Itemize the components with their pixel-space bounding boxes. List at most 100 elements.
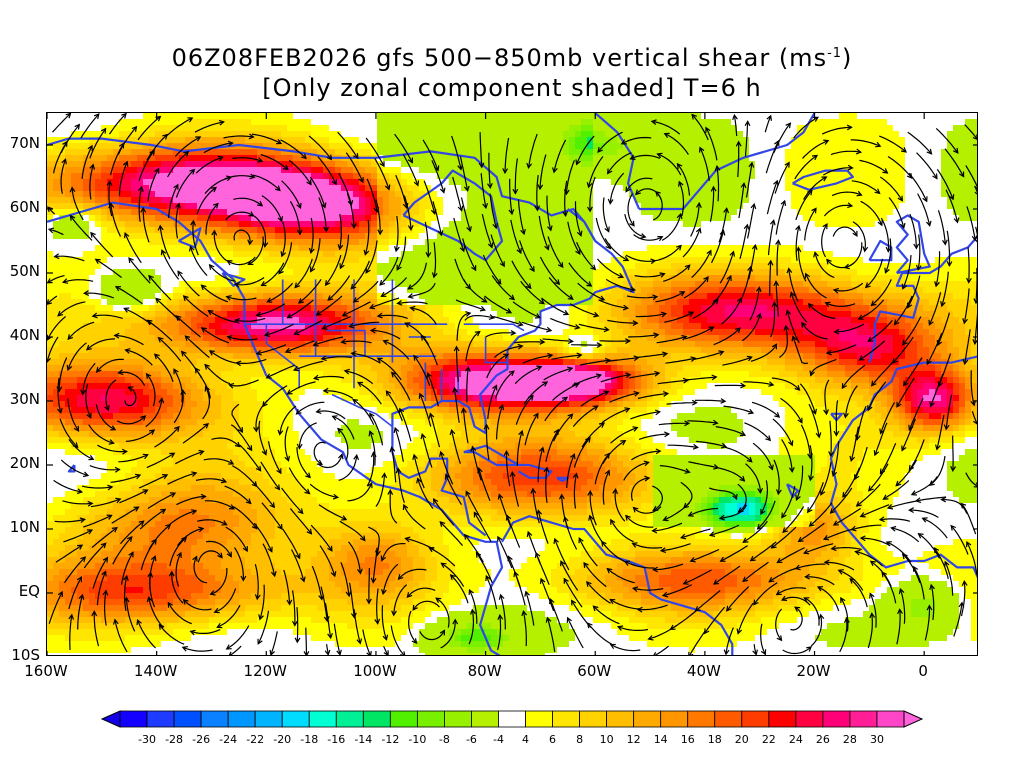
streamline <box>709 186 715 222</box>
streamline <box>795 563 826 570</box>
streamline-arrowhead <box>218 119 225 126</box>
streamline-arrowhead <box>297 298 304 304</box>
streamline-arrowhead <box>563 189 570 196</box>
streamline <box>413 454 425 489</box>
streamline <box>720 504 748 519</box>
streamline-arrowhead <box>587 489 594 496</box>
streamline-arrowhead <box>940 496 947 503</box>
streamline-arrowhead <box>973 482 977 488</box>
streamline-arrowhead <box>274 185 281 192</box>
streamline <box>941 271 949 307</box>
streamline <box>259 584 265 620</box>
streamline-arrowhead <box>508 370 515 377</box>
streamline-arrowhead <box>536 365 543 371</box>
streamline <box>975 226 977 237</box>
streamline <box>253 522 273 552</box>
streamline <box>324 603 332 639</box>
streamline-arrowhead <box>255 311 262 318</box>
streamline-arrowhead <box>620 440 627 446</box>
streamline-arrowhead <box>631 542 638 548</box>
streamline-arrowhead <box>599 295 606 301</box>
streamline <box>322 315 351 330</box>
streamline-arrowhead <box>760 649 767 655</box>
streamline <box>713 565 741 585</box>
streamline-arrowhead <box>773 280 780 287</box>
streamline-arrowhead <box>404 536 411 543</box>
streamline <box>716 467 745 482</box>
streamline-arrowhead <box>228 383 235 389</box>
streamline-arrowhead <box>654 370 661 377</box>
streamline-arrowhead <box>525 283 532 290</box>
colorbar-swatch <box>687 710 716 728</box>
streamline-arrowhead <box>425 252 432 258</box>
streamline <box>804 208 817 241</box>
streamline <box>464 315 494 321</box>
streamline-arrowhead <box>748 161 755 168</box>
streamline-arrowhead <box>57 590 63 598</box>
streamline <box>402 154 419 186</box>
streamline-arrowhead <box>261 449 268 456</box>
streamline <box>83 514 112 528</box>
streamline <box>408 610 417 644</box>
streamline-arrowhead <box>470 608 476 615</box>
streamline-arrowhead <box>324 649 331 655</box>
streamline <box>232 157 263 162</box>
streamline <box>175 169 195 198</box>
streamline-arrowhead <box>112 618 119 625</box>
streamline-arrowhead <box>780 199 787 206</box>
streamline <box>838 569 864 591</box>
streamline <box>899 588 906 624</box>
latitude-label: 50N <box>9 262 40 280</box>
streamline-arrowhead <box>160 508 167 515</box>
streamline-arrowhead <box>898 587 905 595</box>
streamline <box>96 358 124 373</box>
streamline-arrowhead <box>948 194 955 201</box>
streamline-arrowhead <box>629 220 635 227</box>
streamline-arrowhead <box>752 649 758 655</box>
streamline-arrowhead <box>604 226 610 233</box>
streamline-arrowhead <box>928 480 935 486</box>
streamline <box>375 199 381 235</box>
streamline <box>289 508 312 535</box>
streamline-arrowhead <box>586 182 593 189</box>
streamline <box>579 359 610 366</box>
streamline-arrowhead <box>864 282 871 289</box>
streamline <box>149 556 156 591</box>
streamline-arrowhead <box>492 223 499 230</box>
streamline <box>95 258 122 278</box>
streamline <box>176 495 206 506</box>
streamline <box>209 264 236 282</box>
coastline-segment <box>178 227 202 249</box>
streamline <box>82 362 96 395</box>
streamline-arrowhead <box>150 555 157 562</box>
streamline-arrowhead <box>592 405 599 411</box>
streamline-arrowhead <box>655 448 662 455</box>
streamline-arrowhead <box>545 616 552 623</box>
streamline-arrowhead <box>607 198 614 205</box>
streamline <box>338 455 358 481</box>
streamline <box>569 303 599 317</box>
streamline-arrowhead <box>562 396 569 403</box>
streamline-arrowhead <box>277 429 284 436</box>
streamline <box>63 529 93 543</box>
longitude-label: 0 <box>918 662 928 680</box>
streamline-arrowhead <box>337 453 344 460</box>
streamline <box>475 552 493 584</box>
streamline-arrowhead <box>974 191 977 195</box>
streamline-arrowhead <box>749 555 756 562</box>
streamline-arrowhead <box>629 154 636 160</box>
streamline-arrowhead <box>65 113 72 119</box>
streamline-arrowhead <box>958 171 965 178</box>
streamline-arrowhead <box>406 592 413 599</box>
streamline <box>745 162 753 198</box>
streamline-arrowhead <box>473 511 480 518</box>
streamline-arrowhead <box>343 368 350 375</box>
streamline <box>514 158 518 194</box>
streamline <box>231 403 243 433</box>
streamline <box>201 284 229 303</box>
streamline-arrowhead <box>356 638 363 645</box>
streamline <box>572 405 598 427</box>
colorbar-swatch <box>741 710 770 728</box>
streamline <box>694 399 726 402</box>
streamline <box>159 225 171 260</box>
